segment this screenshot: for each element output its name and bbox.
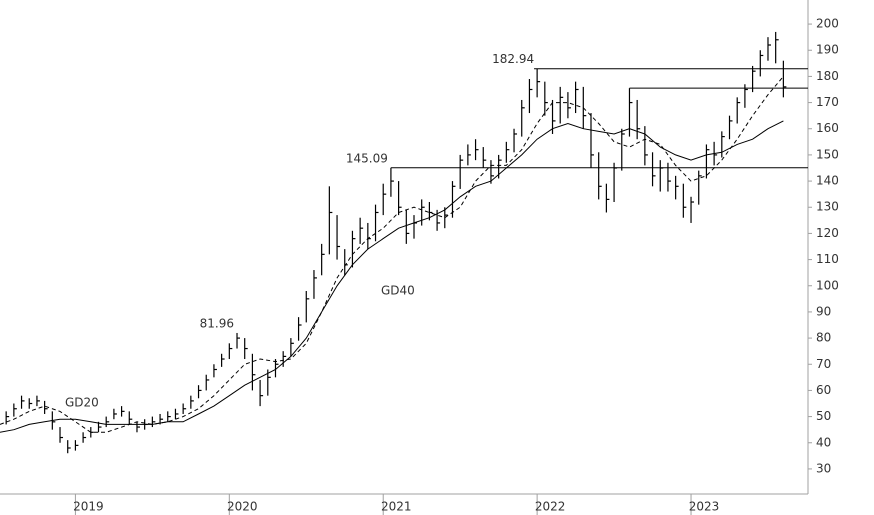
peak-label: 81.96: [200, 316, 234, 330]
x-tick-label: 2021: [381, 500, 412, 514]
peak-label: 182.94: [492, 52, 534, 66]
y-tick-label: 120: [816, 226, 839, 240]
x-tick-label: 2019: [73, 500, 104, 514]
x-tick-label: 2022: [535, 500, 566, 514]
y-tick-label: 150: [816, 147, 839, 161]
y-tick-label: 50: [816, 409, 831, 423]
y-tick-label: 140: [816, 174, 839, 188]
y-tick-label: 110: [816, 252, 839, 266]
y-tick-label: 200: [816, 17, 839, 31]
y-tick-label: 30: [816, 461, 831, 475]
y-tick-label: 60: [816, 383, 831, 397]
moving-average-line: [0, 76, 784, 433]
y-tick-label: 40: [816, 435, 831, 449]
y-tick-label: 180: [816, 69, 839, 83]
y-tick-label: 90: [816, 304, 831, 318]
line-label: GD20: [65, 396, 99, 410]
y-tick-label: 100: [816, 278, 839, 292]
line-label: GD40: [381, 284, 415, 298]
x-tick-label: 2020: [227, 500, 258, 514]
y-tick-label: 170: [816, 95, 839, 109]
moving-average-line: [0, 120, 784, 433]
y-tick-label: 160: [816, 121, 839, 135]
y-tick-label: 130: [816, 200, 839, 214]
x-tick-label: 2023: [689, 500, 720, 514]
y-tick-label: 190: [816, 43, 839, 57]
y-tick-label: 80: [816, 331, 831, 345]
peak-label: 145.09: [346, 151, 388, 165]
y-tick-label: 70: [816, 357, 831, 371]
